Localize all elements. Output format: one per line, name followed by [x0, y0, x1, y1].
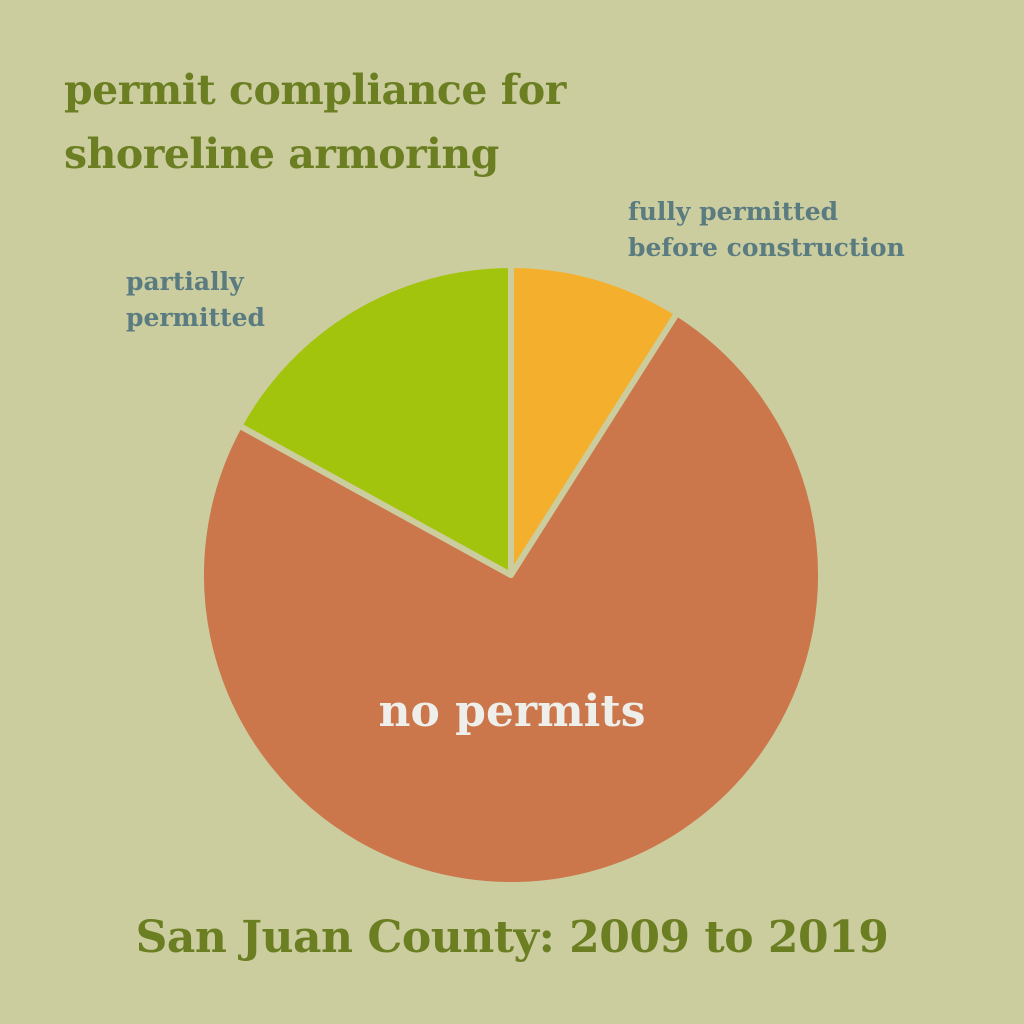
label-partially-permitted-line-1: partially [126, 267, 244, 296]
label-no-permits: no permits [378, 686, 646, 737]
pie-slice-no-permits [198, 310, 824, 888]
chart-title-line-2: shoreline armoring [64, 130, 499, 178]
label-fully-permitted-line-2: before construction [628, 233, 905, 262]
label-partially-permitted: partially permitted [126, 264, 265, 336]
label-fully-permitted: fully permitted before construction [628, 194, 905, 266]
chart-title-line-1: permit compliance for [64, 66, 566, 114]
label-partially-permitted-line-2: permitted [126, 303, 265, 332]
label-fully-permitted-line-1: fully permitted [628, 197, 839, 226]
pie-slice-fully-permitted-before-construction [508, 262, 681, 578]
chart-subtitle: San Juan County: 2009 to 2019 [135, 912, 889, 963]
pie-slice-partially-permitted [236, 262, 514, 578]
chart-title: permit compliance for shoreline armoring [64, 58, 566, 186]
